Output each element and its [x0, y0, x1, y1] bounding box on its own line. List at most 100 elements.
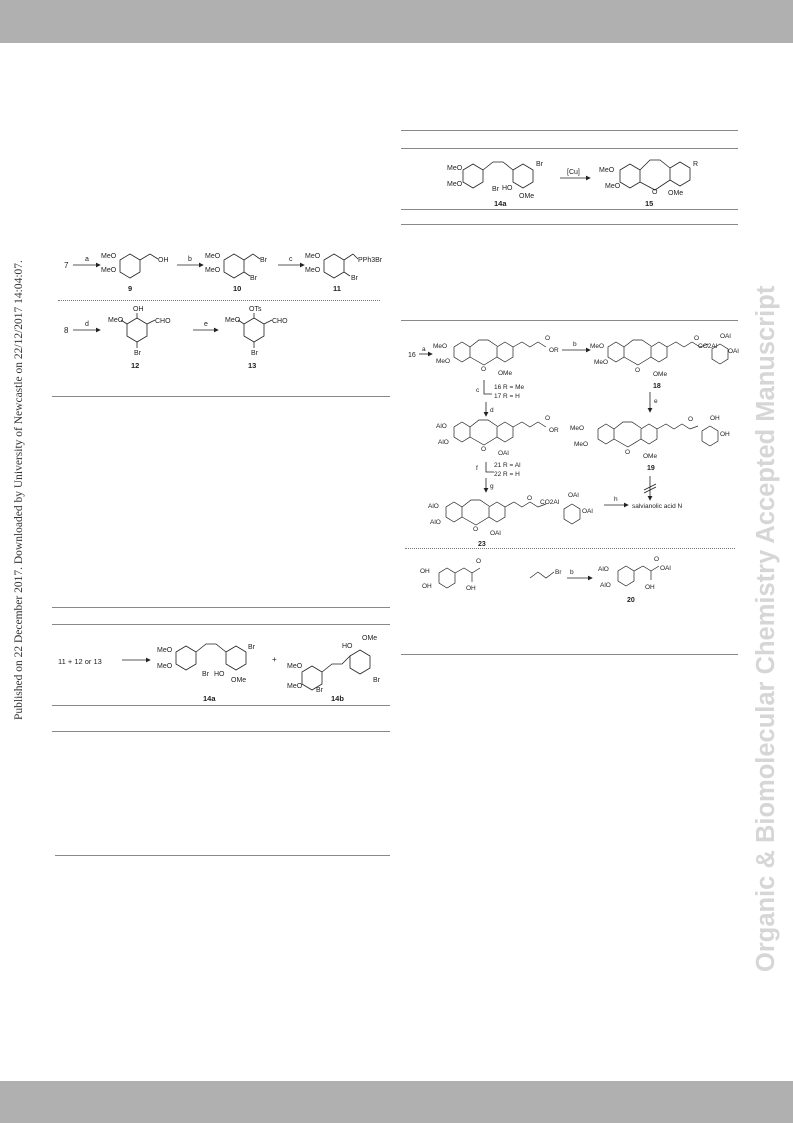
- group-oh: OH: [420, 568, 430, 575]
- group-br: Br: [251, 350, 259, 357]
- group-meo: MeO: [157, 663, 173, 670]
- dibenzoxepine-acid-structure: [453, 339, 547, 366]
- group-meo: MeO: [599, 167, 615, 174]
- group-meo: MeO: [570, 425, 584, 432]
- group-oh: OH: [466, 585, 476, 592]
- group-meo: MeO: [447, 181, 463, 188]
- group-ome: OMe: [498, 370, 512, 377]
- catechol-lactate-structure: [438, 567, 481, 589]
- ester-co2al: CO2Al: [698, 343, 718, 350]
- compound-14a-label: 14a: [494, 199, 507, 208]
- group-br: Br: [555, 569, 562, 576]
- group-meo: MeO: [225, 317, 241, 324]
- arrow-f: [485, 462, 494, 473]
- step-22-label: 22 R = H: [494, 471, 520, 478]
- group-oal: OAl: [490, 530, 501, 537]
- allyl-bromide-structure: [529, 571, 555, 579]
- compound-10-structure: [223, 253, 261, 279]
- scheme-a-divider: [58, 300, 380, 301]
- arrow-b-label: b: [188, 256, 192, 263]
- group-meo: MeO: [157, 647, 173, 654]
- group-br: Br: [248, 644, 256, 651]
- plus-sign: +: [272, 655, 277, 664]
- scheme-b-bottom-rule: [401, 654, 738, 655]
- group-br: Br: [316, 687, 324, 694]
- step-21-label: 21 R = Al: [494, 462, 521, 469]
- table-right-scheme: MeO MeO Br Br HO OMe 14a [Cu] MeO MeO O …: [447, 159, 698, 208]
- compound-18-structure: [607, 339, 729, 366]
- reactants-text: 11 + 12 or 13: [58, 657, 102, 666]
- arrow-b-label: b: [573, 341, 577, 348]
- group-ome: OMe: [519, 193, 534, 200]
- ring-oxygen: O: [635, 367, 640, 374]
- compound-14a-label: 14a: [203, 694, 216, 703]
- group-oal: OAl: [568, 492, 579, 499]
- table-right-top-rule: [401, 130, 738, 131]
- compound-7-label: 7: [64, 261, 69, 270]
- arrow-f-label: f: [476, 465, 478, 472]
- group-alo: AlO: [436, 423, 447, 430]
- group-meo: MeO: [108, 317, 124, 324]
- group-br: Br: [202, 671, 210, 678]
- arrow-h-label: h: [614, 496, 618, 503]
- group-ome: OMe: [362, 635, 377, 642]
- arrow-e-label: e: [654, 398, 658, 405]
- arrow-g-label: g: [490, 483, 494, 490]
- compound-23-structure: [445, 499, 581, 526]
- table-right-foot-rule: [401, 224, 738, 225]
- compound-20-structure: [617, 565, 660, 587]
- group-cho: CHO: [155, 318, 171, 325]
- compound-13-structure: [237, 313, 273, 348]
- top-banner: [0, 0, 793, 43]
- compound-12-structure: [120, 313, 156, 348]
- group-ome: OMe: [643, 453, 657, 460]
- compound-8-label: 8: [64, 326, 69, 335]
- group-meo: MeO: [205, 253, 221, 260]
- group-ome: OMe: [653, 371, 667, 378]
- group-oal: OAl: [498, 450, 509, 457]
- group-meo: MeO: [594, 359, 608, 366]
- group-meo: MeO: [447, 165, 463, 172]
- compound-9-structure: [119, 253, 159, 279]
- ring-oxygen: O: [481, 446, 486, 453]
- compound-9-label: 9: [128, 284, 132, 293]
- table-left-top-rule: [52, 607, 390, 608]
- group-or: OR: [549, 347, 559, 354]
- scheme-b: 16 a MeO MeO O OMe O OR b MeO MeO: [408, 333, 739, 604]
- group-alo: AlO: [428, 503, 439, 510]
- group-alo: AlO: [598, 566, 609, 573]
- scheme-b-divider: [405, 548, 735, 549]
- group-br: Br: [351, 275, 359, 282]
- blocked-mark: [643, 486, 657, 494]
- compound-13-label: 13: [248, 361, 256, 370]
- ester-co2al: CO2Al: [540, 499, 560, 506]
- ring-oxygen: O: [625, 449, 630, 456]
- compound-14a-structure: [462, 161, 534, 189]
- bottom-banner: [0, 1081, 793, 1123]
- group-meo: MeO: [436, 358, 450, 365]
- arrow-d-label: d: [490, 407, 494, 414]
- group-ome: OMe: [231, 677, 246, 684]
- column-end-rule: [55, 855, 390, 856]
- group-meo: MeO: [287, 663, 303, 670]
- carbonyl-oxygen: O: [654, 556, 659, 563]
- group-ho: HO: [214, 671, 225, 678]
- compound-18-label: 18: [653, 383, 661, 390]
- compound-20-label: 20: [627, 597, 635, 604]
- group-alo: AlO: [430, 519, 441, 526]
- group-meo: MeO: [205, 267, 221, 274]
- compound-15-label: 15: [645, 199, 653, 208]
- arrow-c-label: c: [289, 256, 293, 263]
- group-br: Br: [373, 677, 381, 684]
- group-ho: HO: [342, 643, 353, 650]
- group-meo: MeO: [574, 441, 588, 448]
- group-br: Br: [250, 275, 258, 282]
- group-oh: OH: [645, 584, 655, 591]
- arrow-c: [483, 380, 492, 395]
- carbonyl-oxygen: O: [694, 335, 699, 342]
- group-alo: AlO: [600, 582, 611, 589]
- step-16-label: 16 R = Me: [494, 384, 525, 391]
- group-br: Br: [260, 257, 268, 264]
- group-oal: OAl: [728, 348, 739, 355]
- group-br: Br: [134, 350, 142, 357]
